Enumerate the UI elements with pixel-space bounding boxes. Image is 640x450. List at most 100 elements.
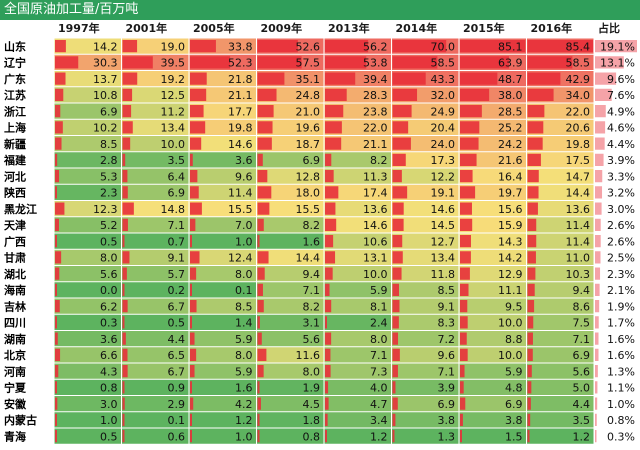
cell-value: 11.4 [228,187,253,200]
cell-value: 21.1 [228,89,253,102]
cell-value: 3.8 [438,414,456,427]
data-bar [190,365,195,378]
cell-value: 1.8 [303,414,321,427]
data-bar [392,121,409,134]
data-bar [460,430,462,443]
share-value: 19.1% [600,40,635,53]
cell-value: 9.6 [438,349,456,362]
province-label: 河北 [4,169,26,183]
cell-bg [54,282,121,298]
column-header-7: 2016年 [531,21,573,35]
data-bar [190,235,192,248]
cell-value: 5.9 [235,365,253,378]
cell-value: 42.9 [566,73,591,86]
cell-bg [459,412,526,428]
cell-bg [54,396,121,412]
data-bar [325,316,327,329]
cell-value: 3.6 [235,154,253,167]
share-bar [595,413,597,426]
cell-value: 5.9 [235,333,253,346]
share-value: 2.6% [607,219,635,232]
cell-bg [189,184,256,200]
cell-bg [54,103,121,119]
cell-value: 48.7 [498,73,523,86]
column-header-6: 2015年 [463,21,505,35]
cell-bg [189,152,256,168]
cell-value: 0.9 [168,382,186,395]
data-bar [460,137,479,150]
province-label: 天津 [4,218,26,232]
data-bar [392,348,400,361]
share-bar [595,88,612,101]
cell-bg [392,249,459,265]
share-bar [595,316,599,329]
share-cell [594,168,638,184]
cell-value: 13.1 [363,252,388,265]
data-bar [190,316,192,329]
cell-bg [54,38,121,54]
cell-value: 21.8 [228,73,253,86]
cell-bg [324,347,391,363]
data-bar [527,88,554,101]
cell-bg [54,428,121,444]
data-bar [257,413,260,426]
data-bar [527,332,533,345]
cell-value: 19.6 [296,122,321,135]
data-bar [122,316,125,329]
data-bar [392,218,404,231]
data-bar [460,332,467,345]
data-bar [392,153,406,166]
share-bar [595,40,637,53]
cell-value: 2.9 [168,398,186,411]
data-bar [527,348,533,361]
cell-bg [122,217,189,233]
cell-value: 10.0 [363,268,388,281]
data-bar [55,218,59,231]
cell-bg [324,412,391,428]
cell-bg [459,428,526,444]
cell-bg [257,428,324,444]
data-bar [392,316,399,329]
cell-value: 6.9 [505,398,523,411]
cell-bg [189,168,256,184]
data-bar [325,186,339,199]
province-label: 宁夏 [4,381,27,395]
cell-value: 9.4 [573,284,591,297]
data-bar [122,72,138,85]
cell-value: 3.1 [303,317,321,330]
cell-bg [392,201,459,217]
cell-bg [527,331,594,347]
share-cell [594,249,638,265]
data-bar [392,72,426,85]
cell-bg [324,217,391,233]
cell-value: 0.7 [168,235,186,248]
cell-bg [324,282,391,298]
data-bar [392,267,402,280]
share-cell [594,201,638,217]
cell-value: 14.8 [161,203,186,216]
column-header-5: 2014年 [396,21,438,35]
data-bar [527,137,543,150]
cell-value: 0.1 [235,284,253,297]
share-value: 4.6% [607,122,635,135]
cell-value: 13.7 [93,73,118,86]
cell-bg [527,217,594,233]
data-bar [460,251,471,264]
data-bar [392,251,403,264]
data-bar [55,348,61,361]
cell-value: 8.8 [505,333,523,346]
province-label: 广西 [4,234,26,248]
cell-bg [459,201,526,217]
cell-bg [257,331,324,347]
cell-value: 8.5 [235,300,253,313]
data-bar [460,397,466,410]
data-bar [527,218,537,231]
province-label: 海南 [4,283,26,297]
data-bar [392,105,412,118]
data-bar [460,88,490,101]
data-bar [122,56,153,69]
share-value: 13.1% [600,57,635,70]
data-bar [325,235,334,248]
cell-value: 14.6 [431,203,456,216]
cell-value: 7.3 [370,365,388,378]
